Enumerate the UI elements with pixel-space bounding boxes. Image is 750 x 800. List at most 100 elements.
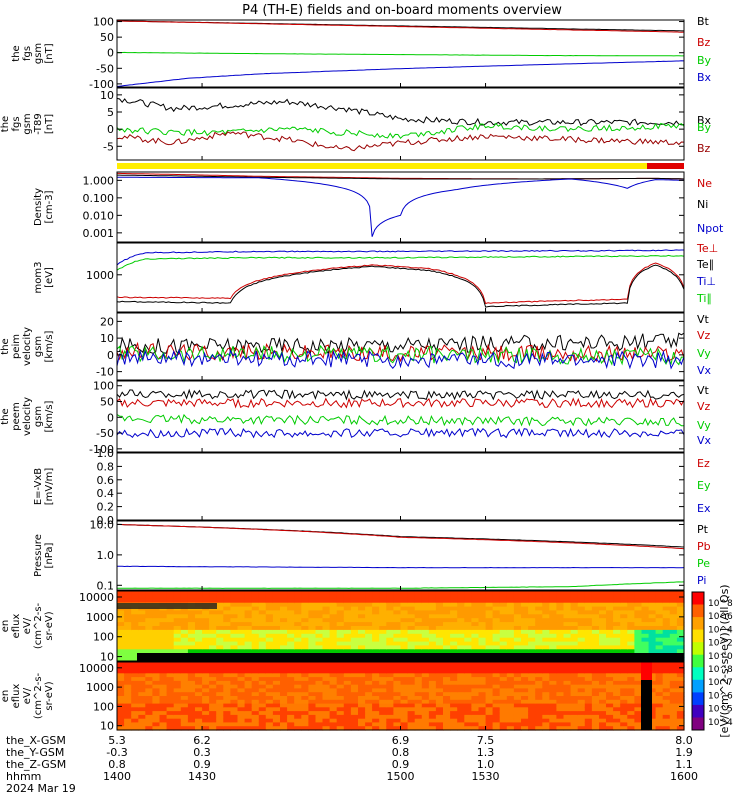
spectrogram-cell bbox=[676, 602, 685, 608]
spectrogram-cell bbox=[187, 718, 196, 724]
spectrogram-cell bbox=[506, 711, 515, 716]
spectrogram-cell bbox=[322, 649, 331, 654]
spectrogram-cell bbox=[556, 688, 565, 693]
spectrogram-cell bbox=[131, 591, 139, 596]
spectrogram-cell bbox=[499, 649, 508, 654]
spectrogram-cell bbox=[457, 649, 465, 654]
spectrogram-cell bbox=[117, 673, 125, 678]
spectrogram-cell bbox=[350, 633, 359, 639]
spectrogram-cell bbox=[173, 637, 182, 643]
spectrogram-cell bbox=[634, 669, 643, 674]
spectrogram-cell bbox=[485, 680, 494, 686]
spectrogram-cell bbox=[251, 665, 260, 671]
spectrogram-cell bbox=[386, 726, 394, 731]
spectrogram-cell bbox=[570, 610, 579, 615]
spectrogram-cell bbox=[230, 703, 239, 708]
spectrogram-cell bbox=[464, 610, 472, 615]
spectrogram-cell bbox=[400, 618, 409, 623]
spectrogram-cell bbox=[627, 626, 635, 631]
spectrogram-cell bbox=[251, 594, 260, 600]
spectrogram-cell bbox=[152, 594, 161, 600]
spectrogram-cell bbox=[443, 641, 451, 647]
spectrogram-cell bbox=[485, 610, 494, 615]
spectrogram-cell bbox=[386, 629, 394, 635]
spectrogram-cell bbox=[117, 641, 125, 647]
spectrogram-cell bbox=[485, 606, 494, 612]
spectrogram-cell bbox=[358, 618, 366, 623]
legend-Vy: Vy bbox=[697, 419, 711, 432]
spectrogram-cell bbox=[591, 594, 600, 600]
spectrogram-cell bbox=[556, 598, 565, 604]
spectrogram-cell bbox=[414, 677, 423, 682]
spectrogram-cell bbox=[258, 649, 267, 654]
spectrogram-cell bbox=[294, 622, 302, 627]
spectrogram-cell bbox=[577, 684, 586, 690]
spectrogram-cell bbox=[209, 718, 217, 724]
spectrogram-cell bbox=[648, 591, 657, 596]
spectrogram-cell bbox=[457, 645, 465, 650]
spectrogram-cell bbox=[457, 684, 465, 690]
spectrogram-cell bbox=[280, 629, 288, 635]
spectrogram-cell bbox=[280, 726, 288, 731]
spectrogram-cell bbox=[457, 591, 465, 596]
spectrogram-cell bbox=[613, 633, 621, 639]
spectrogram-cell bbox=[549, 692, 557, 697]
spectrogram-cell bbox=[237, 699, 246, 705]
spectrogram-cell bbox=[570, 606, 579, 612]
spectrogram-cell bbox=[662, 614, 671, 619]
spectrogram-cell bbox=[301, 622, 309, 627]
spectrogram-cell bbox=[336, 610, 345, 615]
spectrogram-cell bbox=[195, 649, 203, 654]
spectrogram-cell bbox=[145, 722, 153, 727]
spectrogram-cell bbox=[485, 684, 494, 690]
spectrogram-cell bbox=[485, 692, 494, 697]
spectrogram-cell bbox=[414, 633, 423, 639]
spectrogram-cell bbox=[407, 629, 416, 635]
spectrogram-cell bbox=[223, 594, 231, 600]
spectrogram-cell bbox=[379, 669, 387, 674]
spectrogram-cell bbox=[280, 622, 288, 627]
spectrogram-cell bbox=[216, 680, 224, 686]
ytick-label: -50 bbox=[96, 427, 114, 440]
spectrogram-cell bbox=[237, 641, 246, 647]
spectrogram-cell bbox=[662, 649, 671, 654]
spectrogram-cell bbox=[117, 711, 125, 716]
spectrogram-cell bbox=[648, 598, 657, 604]
spectrogram-cell bbox=[464, 699, 472, 705]
spectrogram-cell bbox=[265, 618, 274, 623]
ylabel-line: [cm-3] bbox=[44, 190, 55, 223]
series-line-Bx bbox=[116, 60, 685, 87]
spectrogram-cell bbox=[244, 614, 253, 619]
spectrogram-cell bbox=[613, 645, 621, 650]
spectrogram-cell bbox=[166, 629, 175, 635]
spectrogram-cell bbox=[620, 718, 628, 724]
spectrogram-cell bbox=[251, 726, 260, 731]
spectrogram-cell bbox=[407, 645, 416, 650]
spectrogram-cell bbox=[166, 688, 175, 693]
spectrogram-cell bbox=[450, 606, 458, 612]
spectrogram-cell bbox=[138, 692, 146, 697]
spectrogram-cell bbox=[237, 669, 246, 674]
spectrogram-cell bbox=[528, 633, 536, 639]
spectrogram-cell bbox=[358, 594, 366, 600]
spectrogram-cell bbox=[577, 594, 586, 600]
spectrogram-cell bbox=[599, 626, 607, 631]
spectrogram-cell bbox=[535, 637, 543, 643]
spectrogram-cell bbox=[570, 677, 579, 682]
spectrogram-cell bbox=[513, 645, 522, 650]
spectrogram-cell bbox=[358, 673, 366, 678]
spectrogram-cell bbox=[138, 714, 146, 720]
spectrogram-cell bbox=[435, 662, 444, 667]
spectrogram-cell bbox=[343, 718, 352, 724]
spectrogram-cell bbox=[131, 718, 139, 724]
spectrogram-cell bbox=[202, 594, 210, 600]
spectrogram-cell bbox=[223, 703, 231, 708]
spectrogram-cell bbox=[542, 637, 550, 643]
spectrogram-cell bbox=[485, 645, 494, 650]
spectrogram-cell bbox=[294, 722, 302, 727]
spectrogram-cell bbox=[343, 591, 352, 596]
spectrogram-cell bbox=[535, 598, 543, 604]
spectrogram-cell bbox=[676, 699, 685, 705]
spectrogram-cell bbox=[443, 594, 451, 600]
spectrogram-cell bbox=[641, 594, 650, 600]
